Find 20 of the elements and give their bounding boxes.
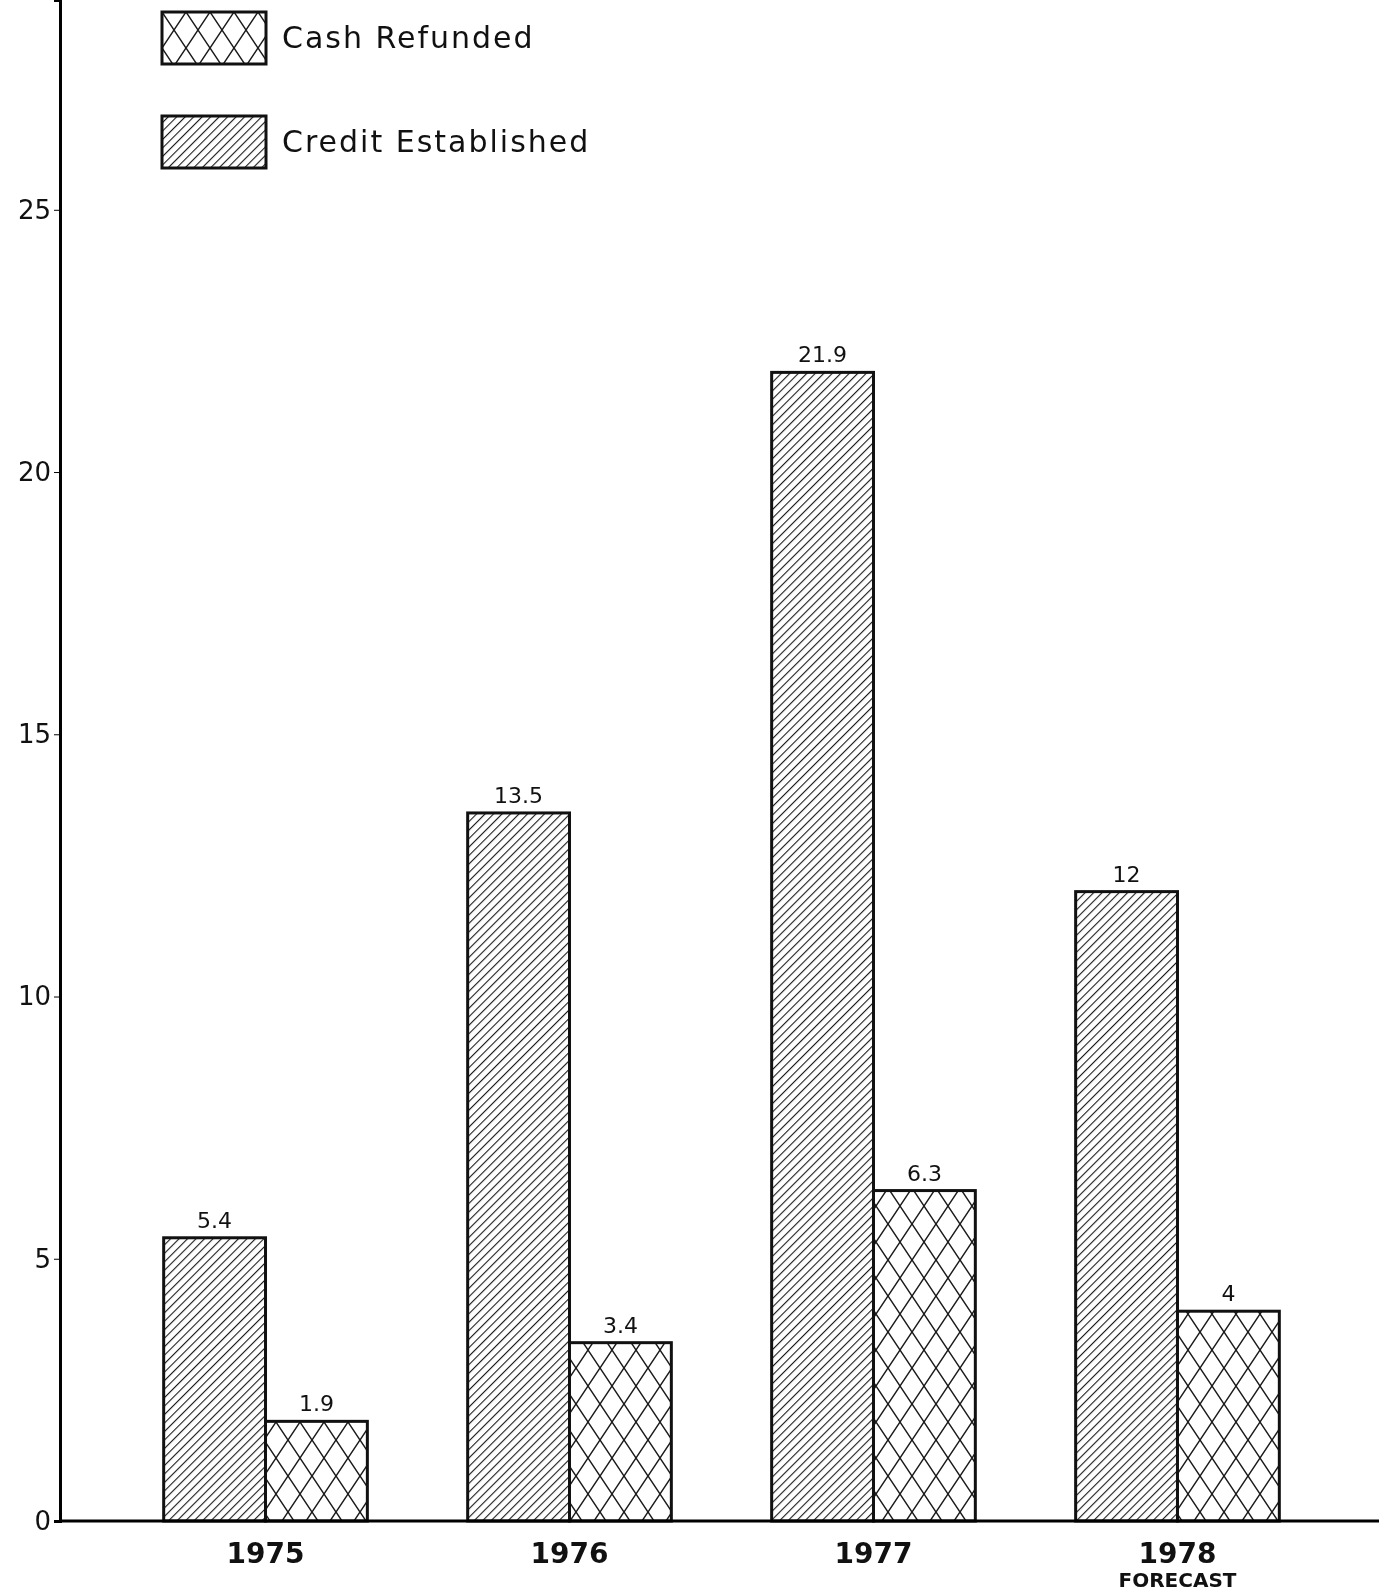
y-tick-label: 15 bbox=[17, 719, 51, 750]
y-tick-label: 10 bbox=[17, 981, 51, 1012]
legend-label: Cash Refunded bbox=[282, 20, 535, 55]
legend-label: Credit Established bbox=[282, 124, 591, 159]
x-tick-label: 1977 bbox=[834, 1537, 913, 1570]
data-label: 4 bbox=[1221, 1281, 1236, 1307]
data-label: 6.3 bbox=[906, 1160, 942, 1186]
data-label: 12 bbox=[1112, 861, 1141, 887]
y-tick-label: 25 bbox=[17, 194, 51, 225]
x-tick-label: 1978 FORECAST bbox=[1118, 1537, 1237, 1592]
y-tick-label: 0 bbox=[34, 1505, 51, 1536]
y-tick-label: 20 bbox=[17, 456, 51, 487]
data-label: 1.9 bbox=[298, 1391, 334, 1417]
data-label: 5.4 bbox=[197, 1207, 233, 1233]
y-tick-label: 5 bbox=[34, 1243, 51, 1274]
data-label: 13.5 bbox=[494, 782, 544, 808]
x-tick-label: 1975 bbox=[226, 1537, 305, 1570]
x-tick-label: 1976 bbox=[530, 1537, 609, 1570]
data-label: 21.9 bbox=[798, 342, 848, 368]
data-label: 3.4 bbox=[602, 1312, 638, 1338]
